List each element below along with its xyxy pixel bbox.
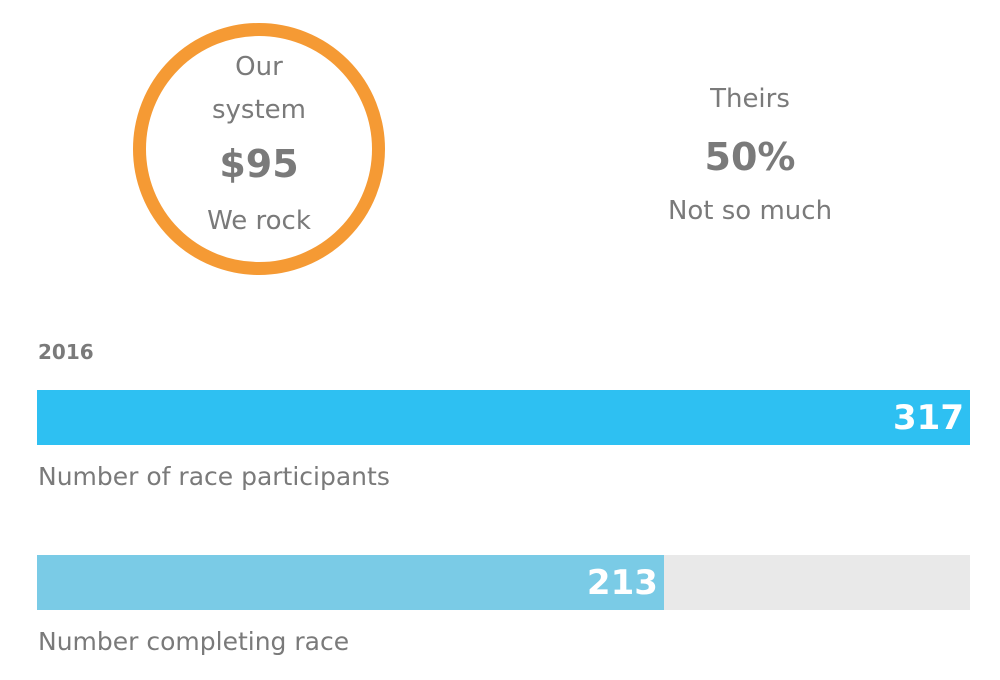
- theirs-label: Theirs: [710, 84, 790, 114]
- year-label: 2016: [38, 340, 94, 364]
- completing-bar-fill: 213: [37, 555, 664, 610]
- our-system-ring: Our system $95 We rock: [133, 23, 385, 275]
- theirs-value: 50%: [704, 135, 796, 179]
- participants-bar-fill: 317: [37, 390, 970, 445]
- participants-value: 317: [893, 397, 964, 438]
- our-value: $95: [219, 142, 299, 186]
- our-caption: We rock: [207, 206, 311, 236]
- participants-bar: 317: [37, 390, 970, 445]
- system-label: system: [212, 95, 306, 125]
- our-label: Our: [235, 52, 283, 82]
- theirs-caption: Not so much: [667, 196, 833, 226]
- completing-bar: 213: [37, 555, 970, 610]
- participants-label: Number of race participants: [38, 462, 390, 491]
- completing-value: 213: [586, 562, 658, 603]
- completing-label: Number completing race: [38, 627, 350, 656]
